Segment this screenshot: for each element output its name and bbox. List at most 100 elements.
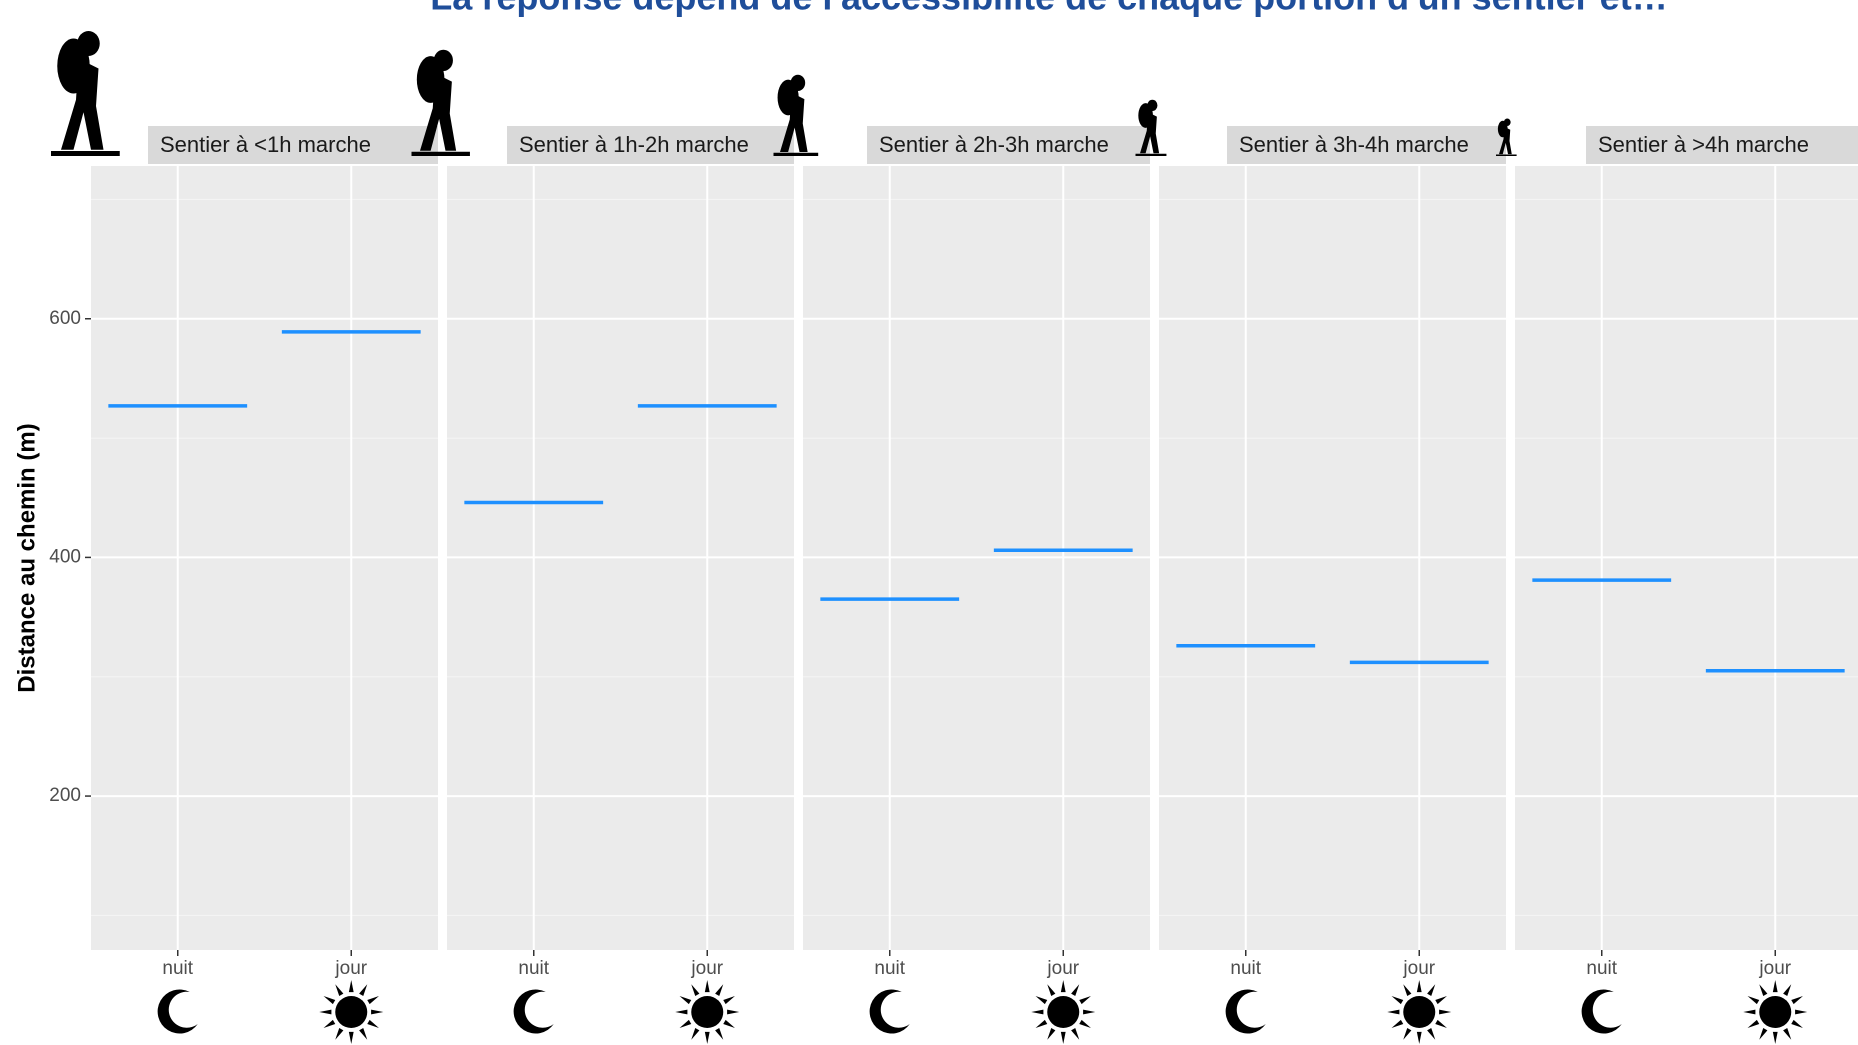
sun-ray: [1060, 1031, 1066, 1044]
facet-label: Sentier à >4h marche: [1598, 132, 1809, 157]
sun-ray: [1387, 1009, 1400, 1015]
sun-ray: [1403, 984, 1412, 997]
x-tick-label: jour: [1046, 958, 1079, 979]
sun-ray: [704, 980, 710, 993]
facet-strip: [1227, 126, 1506, 164]
sun-icon: [1403, 996, 1436, 1028]
sun-ray: [675, 1009, 688, 1015]
moon-icon: [869, 989, 910, 1034]
sun-ray: [1047, 1027, 1056, 1040]
hiker-icon: [1135, 153, 1167, 156]
x-tick-label: jour: [690, 958, 723, 979]
facet-label: Sentier à 1h-2h marche: [519, 132, 749, 157]
facet-strip: [867, 126, 1150, 164]
sun-ray: [323, 1019, 336, 1028]
sun-ray: [348, 1031, 354, 1044]
sun-ray: [1783, 984, 1792, 997]
sun-ray: [1743, 1009, 1756, 1015]
facet-strip: [148, 126, 438, 164]
sun-ray: [1747, 1019, 1760, 1028]
sun-ray: [1403, 1027, 1412, 1040]
x-tick-label: nuit: [874, 958, 905, 979]
sun-ray: [1079, 996, 1091, 1005]
x-tick-label: jour: [1758, 958, 1791, 979]
sun-ray: [1772, 980, 1778, 993]
sun-ray: [1783, 1027, 1792, 1040]
sun-ray: [691, 984, 700, 997]
sun-ray: [348, 980, 354, 993]
sun-icon: [691, 996, 724, 1028]
sun-ray: [1060, 980, 1066, 993]
y-tick-label: 400: [49, 546, 81, 567]
moon-icon: [513, 989, 554, 1034]
sun-ray: [715, 984, 724, 997]
hiker-icon: [780, 92, 808, 152]
moon-icon: [1581, 989, 1622, 1034]
hiker-icon: [1499, 126, 1512, 155]
sun-ray: [679, 996, 692, 1005]
sun-ray: [335, 1027, 344, 1040]
sun-ray: [1035, 1019, 1048, 1028]
facet-label: Sentier à 3h-4h marche: [1239, 132, 1469, 157]
facet-label: Sentier à 2h-3h marche: [879, 132, 1109, 157]
sun-icon: [335, 996, 368, 1028]
sun-ray: [1427, 984, 1436, 997]
x-tick-label: nuit: [162, 958, 193, 979]
facet-panel: Sentier à <1h marche nuit jour: [51, 31, 438, 1044]
sun-ray: [319, 1009, 332, 1015]
sun-ray: [691, 1027, 700, 1040]
sun-ray: [1795, 1009, 1808, 1015]
facet-strip: [1586, 126, 1858, 164]
y-tick-label: 600: [49, 308, 81, 329]
sun-ray: [1416, 1031, 1422, 1044]
chart-title: La réponse dépend de l'accessibilité de …: [430, 0, 1667, 18]
sun-ray: [1759, 984, 1768, 997]
sun-ray: [679, 1019, 692, 1028]
hiker-icon: [411, 151, 470, 156]
sun-ray: [1391, 996, 1404, 1005]
sun-ray: [715, 1027, 724, 1040]
sun-ray: [1791, 996, 1803, 1005]
sun-ray: [335, 984, 344, 997]
sun-ray: [367, 1019, 379, 1028]
sun-ray: [1031, 1009, 1044, 1015]
sun-ray: [1435, 996, 1447, 1005]
sun-ray: [727, 1009, 740, 1015]
x-tick-label: nuit: [518, 958, 549, 979]
sun-ray: [1071, 1027, 1080, 1040]
facet-panel: Sentier à 1h-2h marche nuit jour: [411, 49, 794, 1044]
sun-ray: [359, 984, 368, 997]
sun-ray: [1747, 996, 1760, 1005]
moon-icon: [1225, 989, 1266, 1034]
x-tick-label: jour: [334, 958, 367, 979]
sun-icon: [1759, 996, 1792, 1028]
sun-ray: [1416, 980, 1422, 993]
y-tick-label: 200: [49, 785, 81, 806]
hiker-icon: [1140, 112, 1160, 154]
facet-panel: Sentier à 3h-4h marche nuit jour: [1135, 99, 1506, 1044]
sun-ray: [1083, 1009, 1096, 1015]
hiker-icon: [1496, 154, 1517, 156]
x-tick-label: jour: [1402, 958, 1435, 979]
y-axis-label: Distance au chemin (m): [13, 423, 40, 692]
sun-ray: [1071, 984, 1080, 997]
hiker-icon: [51, 151, 120, 156]
sun-ray: [1772, 1031, 1778, 1044]
sun-ray: [1427, 1027, 1436, 1040]
hiker-icon: [773, 152, 819, 156]
sun-ray: [723, 1019, 735, 1028]
sun-ray: [1435, 1019, 1447, 1028]
sun-ray: [1079, 1019, 1091, 1028]
sun-ray: [1391, 1019, 1404, 1028]
sun-ray: [704, 1031, 710, 1044]
facet-label: Sentier à <1h marche: [160, 132, 371, 157]
sun-ray: [323, 996, 336, 1005]
x-tick-label: nuit: [1230, 958, 1261, 979]
sun-ray: [1035, 996, 1048, 1005]
facet-panel: Sentier à >4h marche nuit jour: [1496, 118, 1858, 1044]
sun-ray: [723, 996, 735, 1005]
hiker-icon: [61, 58, 104, 150]
sun-ray: [359, 1027, 368, 1040]
